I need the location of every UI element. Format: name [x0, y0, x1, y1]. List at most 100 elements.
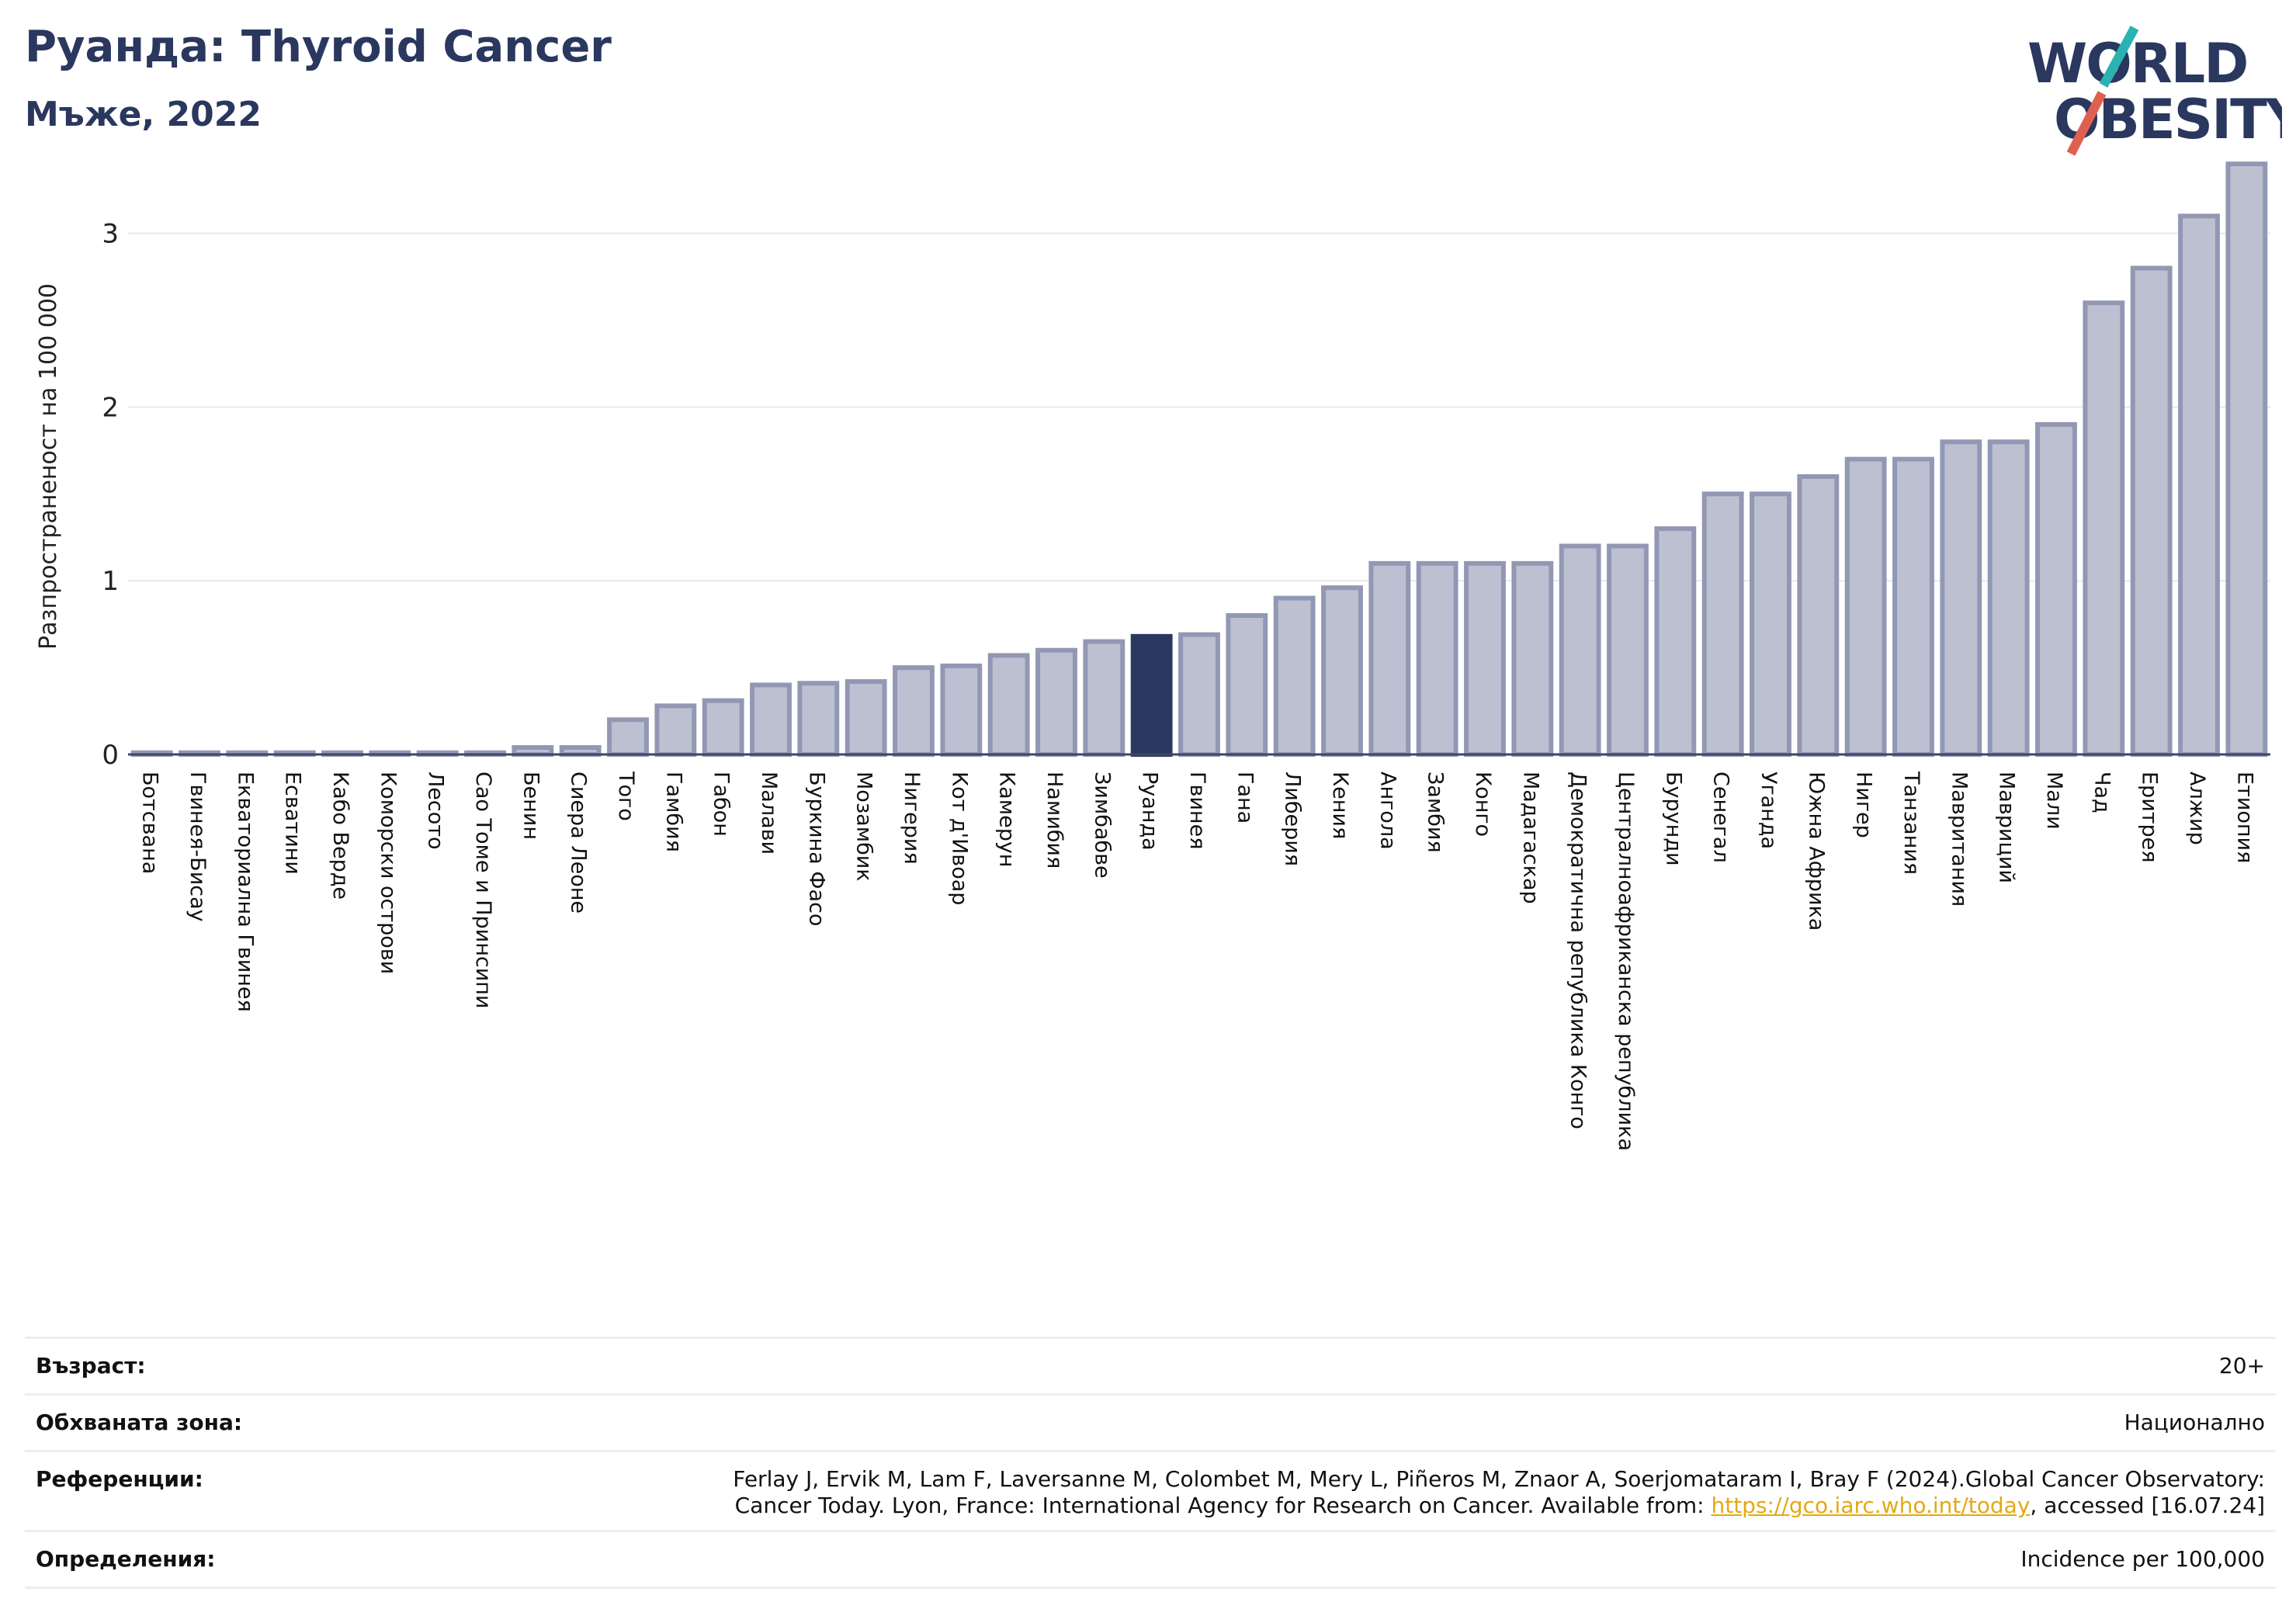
y-axis-label: Разпространеност на 100 000: [35, 283, 62, 650]
x-tick-label: Зимбабве: [1090, 772, 1114, 879]
bar: [1607, 543, 1649, 757]
x-tick-label: Буркина Фасо: [804, 772, 828, 926]
x-tick-label: Мавриций: [1995, 772, 2019, 883]
bar: [1844, 456, 1887, 757]
x-tick-label: Кот д'Ивоар: [947, 772, 971, 905]
bar: [2130, 265, 2173, 757]
x-tick-label: Централноафриканска република: [1614, 772, 1638, 1151]
x-tick-label: Сао Томе и Принсипи: [471, 772, 495, 1008]
bar: [1273, 595, 1316, 758]
info-row-area: Обхваната зона: Национално: [25, 1393, 2276, 1450]
reference-link[interactable]: https://gco.iarc.who.int/today: [1711, 1493, 2031, 1518]
references-label: Референции:: [36, 1466, 203, 1492]
bar: [1464, 560, 1506, 758]
x-tick-label: Еритрея: [2138, 772, 2162, 862]
bar: [987, 653, 1030, 757]
reference-line-2-text: Cancer Today. Lyon, France: Internationa…: [734, 1493, 1712, 1518]
x-tick-label: Мавритания: [1947, 772, 1971, 907]
x-tick-label: Габон: [709, 772, 734, 837]
x-tick-label: Коморски острови: [376, 772, 400, 974]
definitions-label: Определения:: [36, 1546, 216, 1572]
bar: [845, 679, 887, 757]
x-tick-label: Етиопия: [2232, 772, 2256, 863]
x-tick-label: Кения: [1328, 772, 1352, 839]
reference-accessed: , accessed [16.07.24]: [2030, 1493, 2265, 1518]
age-value: 20+: [2218, 1353, 2265, 1379]
bar: [2178, 213, 2220, 757]
bar: [1416, 560, 1458, 758]
x-tick-label: Кабо Верде: [328, 772, 352, 900]
definitions-value: Incidence per 100,000: [2020, 1546, 2265, 1572]
bar: [1321, 585, 1363, 758]
bar: [2083, 300, 2125, 758]
reference-line-1: Ferlay J, Ervik M, Lam F, Laversanne M, …: [733, 1466, 2265, 1492]
bar: [1892, 456, 1934, 757]
bar: [1083, 639, 1125, 757]
x-tick-label: Бурунди: [1661, 772, 1685, 866]
bar: [607, 717, 649, 758]
bar: [2035, 421, 2077, 757]
bar: [1654, 526, 1697, 757]
info-row-definitions: Определения: Incidence per 100,000: [25, 1530, 2276, 1589]
y-tick-label: 2: [102, 392, 119, 423]
bar: [797, 681, 840, 757]
x-tick-label: Нигерия: [900, 772, 924, 865]
info-row-references: Референции: Ferlay J, Ervik M, Lam F, La…: [25, 1450, 2276, 1530]
bar: [1750, 491, 1791, 757]
x-tick-label: Южна Африка: [1804, 772, 1828, 931]
age-label: Възраст:: [36, 1353, 146, 1379]
x-tick-label: Гамбия: [661, 772, 685, 852]
chart-title: Руанда: Thyroid Cancer: [25, 22, 612, 72]
x-tick-label: Демократична република Конго: [1566, 772, 1590, 1129]
bar: [1559, 543, 1601, 757]
bar: [702, 698, 744, 758]
x-tick-label: Сиера Леоне: [567, 772, 591, 914]
bar: [750, 682, 792, 757]
bar: [1940, 439, 1982, 758]
x-tick-label: Лесото: [424, 772, 448, 850]
x-tick-label: Того: [614, 771, 638, 821]
y-tick-label: 0: [102, 740, 119, 771]
bar: [2225, 161, 2268, 757]
bar: [1511, 560, 1554, 758]
x-tick-label: Ангола: [1375, 772, 1399, 850]
x-tick-label: Мадагаскар: [1518, 772, 1542, 904]
bar: [1178, 632, 1220, 757]
bar: [1035, 647, 1077, 757]
x-tick-label: Замбия: [1424, 772, 1448, 853]
bar: [1987, 439, 2030, 758]
references-value: Ferlay J, Ervik M, Lam F, Laversanne M, …: [733, 1466, 2265, 1519]
x-tick-label: Конго: [1471, 772, 1495, 837]
x-tick-label: Ботсвана: [138, 772, 162, 874]
x-tick-label: Руанда: [1138, 772, 1162, 851]
x-tick-label: Гвинея-Бисау: [186, 772, 210, 922]
y-tick-label: 3: [102, 219, 119, 250]
x-tick-label: Танзания: [1899, 771, 1923, 875]
x-tick-label: Бенин: [519, 772, 543, 840]
x-tick-label: Гана: [1233, 772, 1257, 824]
logo-slash-teal: [2099, 26, 2139, 88]
x-tick-label: Камерун: [995, 772, 1019, 867]
x-tick-label: Сенегал: [1709, 772, 1733, 863]
x-tick-label: Гвинея: [1185, 772, 1209, 849]
info-row-age: Възраст: 20+: [25, 1337, 2276, 1393]
world-obesity-logo: WORLD OBESITY: [2027, 26, 2282, 156]
bar: [940, 663, 983, 757]
logo-line-world: WORLD: [2027, 32, 2247, 95]
x-tick-label: Уганда: [1757, 772, 1781, 849]
bar: [893, 665, 935, 758]
bar-chart: 0 1 2 3 Разпространеност на 100 000 Ботсвана Г…: [35, 161, 2270, 1151]
x-tick-label: Есватини: [281, 772, 305, 875]
bar: [1368, 560, 1411, 758]
bar: [1701, 491, 1744, 757]
x-tick-label: Екваториална Гвинея: [233, 772, 257, 1012]
logo-slash-red: [2066, 91, 2107, 156]
x-tick-label: Малави: [757, 772, 781, 855]
x-tick-label: Нигер: [1852, 772, 1876, 838]
area-label: Обхваната зона:: [36, 1410, 243, 1435]
bar: [1130, 633, 1173, 758]
x-tick-label: Мали: [2042, 772, 2066, 830]
x-tick-label: Мозамбик: [852, 772, 876, 882]
y-tick-label: 1: [102, 566, 119, 597]
chart-subtitle: Мъже, 2022: [25, 95, 262, 134]
